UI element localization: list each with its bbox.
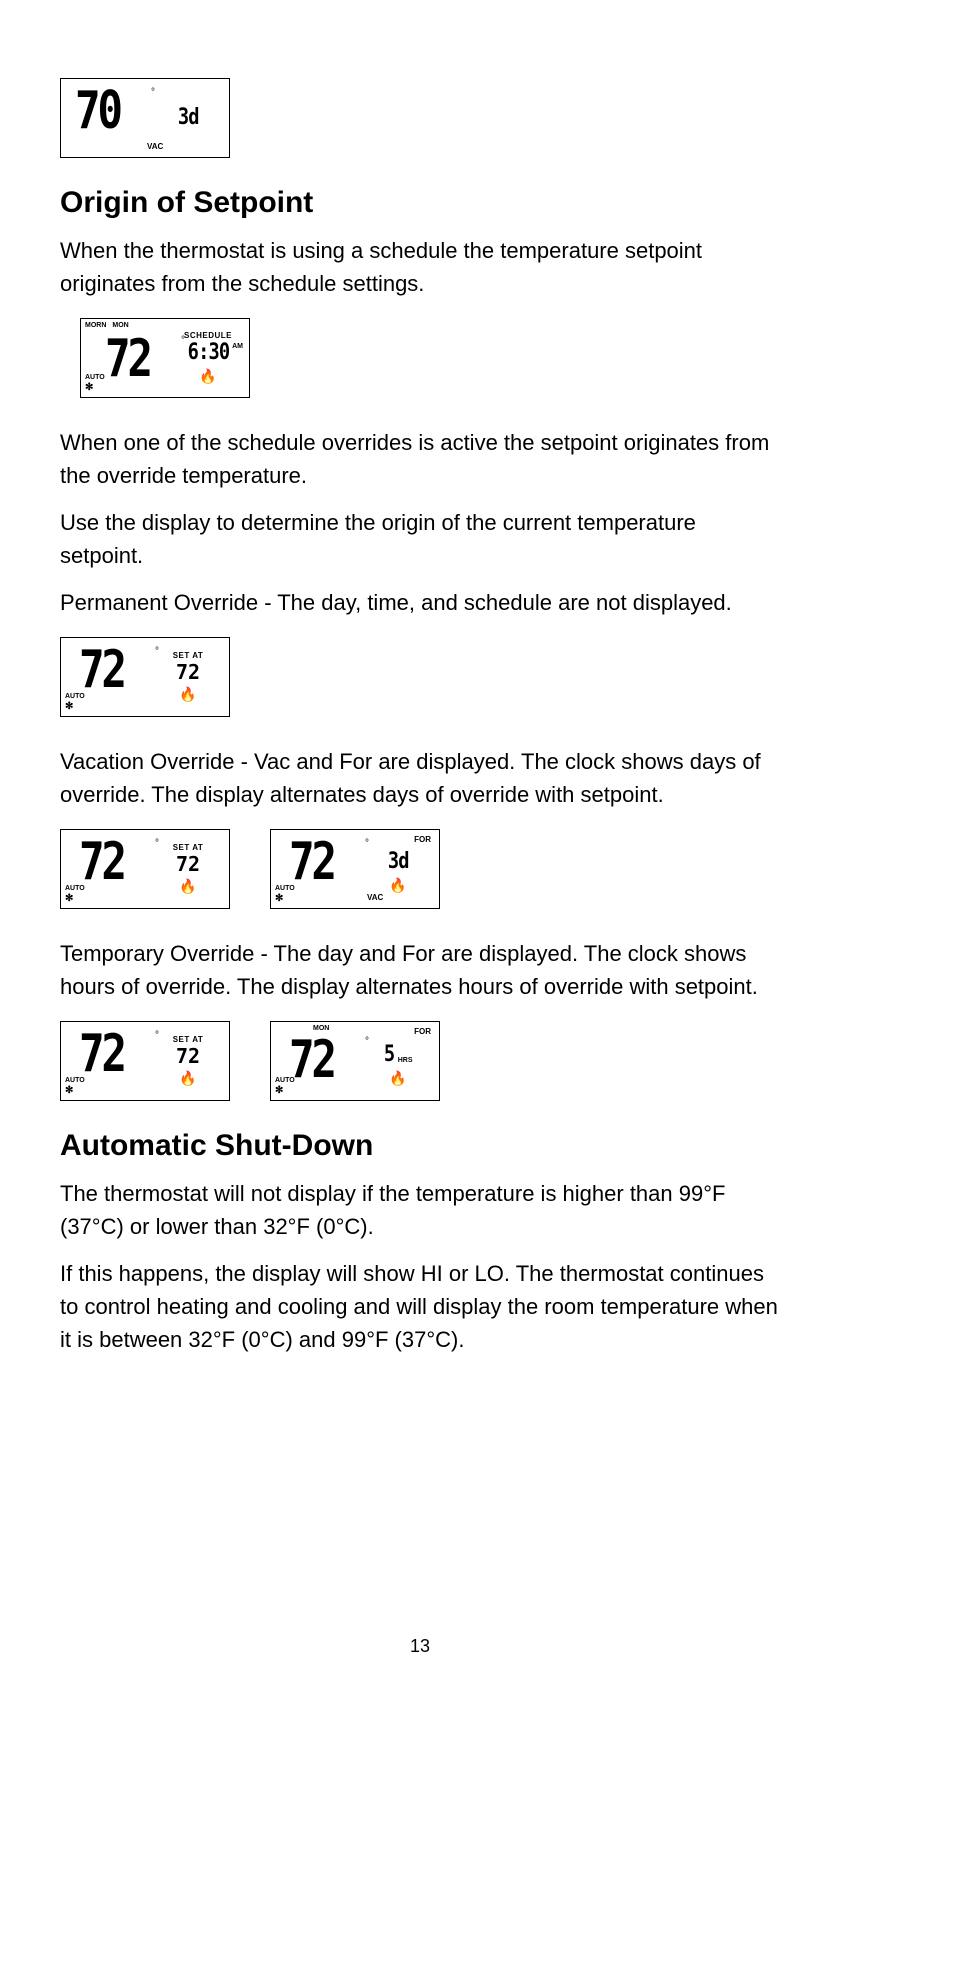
para-origin-1: When the thermostat is using a schedule … [60,234,780,300]
flame-icon: 🔥 [179,1070,196,1087]
para-shutdown-2: If this happens, the display will show H… [60,1257,780,1356]
auto-label: AUTO [65,885,85,892]
auto-label: AUTO [275,1077,295,1084]
auto-label: AUTO [65,693,85,700]
lcd-temp: 72 [289,1034,334,1086]
lcd-row-temporary: 72 ° SET AT 72 🔥 AUTO ✻ MON 72 ° FOR 5 [60,1021,780,1101]
para-vacation: Vacation Override - Vac and For are disp… [60,745,780,811]
lcd-row-vacation: 72 ° SET AT 72 🔥 AUTO ✻ 72 ° FOR VAC 3d … [60,829,780,909]
lcd-setpoint: 72 [176,662,200,682]
fan-icon: ✻ [275,1085,283,1096]
fan-icon: ✻ [65,1085,73,1096]
lcd-bot-left: AUTO ✻ [275,885,295,904]
lcd-vacation-a: 72 ° SET AT 72 🔥 AUTO ✻ [60,829,230,909]
para-origin-2: When one of the schedule overrides is ac… [60,426,780,492]
fan-icon: ✻ [275,893,283,904]
lcd-time: 6:30 [187,342,229,364]
fan-icon: ✻ [85,382,93,393]
lcd-bot-left: AUTO ✻ [65,885,85,904]
lcd-temp: 70 [75,85,120,137]
auto-label: AUTO [65,1077,85,1084]
para-shutdown-1: The thermostat will not display if the t… [60,1177,780,1243]
lcd-right: 3d 🔥 [365,836,431,902]
flame-icon: 🔥 [389,877,406,894]
lcd-top-left: MORN MON [85,322,129,329]
lcd-setpoint: 72 [176,1046,200,1066]
lcd-temp: 72 [79,1028,124,1080]
lcd-temp: 72 [289,836,334,888]
lcd-temp: 72 [79,644,124,696]
lcd-vac-top: 70 ° VAC 3d [60,78,230,158]
lcd-bot-left: AUTO ✻ [65,693,85,712]
lcd-bot-left: AUTO ✻ [65,1077,85,1096]
lcd-right: SCHEDULE 6:30 🔥 [175,325,241,391]
para-temporary: Temporary Override - The day and For are… [60,937,780,1003]
am-label: AM [232,343,243,350]
lcd-right: 3d [155,85,221,151]
fan-icon: ✻ [65,893,73,904]
auto-label: AUTO [275,885,295,892]
flame-icon: 🔥 [199,368,216,385]
lcd-row-perm: 72 ° SET AT 72 🔥 AUTO ✻ [60,637,780,717]
flame-icon: 🔥 [389,1070,406,1087]
lcd-bot-left: AUTO ✻ [85,374,105,393]
lcd-row-vac-top: 70 ° VAC 3d [60,78,780,158]
setat-label: SET AT [173,651,204,660]
flame-icon: 🔥 [179,686,196,703]
lcd-temp: 72 [79,836,124,888]
lcd-temporary-a: 72 ° SET AT 72 🔥 AUTO ✻ [60,1021,230,1101]
lcd-setpoint: 72 [176,854,200,874]
para-origin-3: Use the display to determine the origin … [60,506,780,572]
lcd-temporary-b: MON 72 ° FOR 5 HRS 🔥 AUTO ✻ [270,1021,440,1101]
lcd-right: 5 HRS 🔥 [365,1028,431,1094]
lcd-hours: 5 [384,1044,394,1066]
flame-icon: 🔥 [179,878,196,895]
lcd-right: SET AT 72 🔥 [155,644,221,710]
lcd-schedule: MORN MON 72 ° SCHEDULE 6:30 🔥 AM AUTO ✻ [80,318,250,398]
mon-label: MON [112,322,128,329]
lcd-row-schedule: MORN MON 72 ° SCHEDULE 6:30 🔥 AM AUTO ✻ [80,318,780,398]
morn-label: MORN [85,322,106,329]
para-origin-4: Permanent Override - The day, time, and … [60,586,780,619]
lcd-right: SET AT 72 🔥 [155,836,221,902]
setat-label: SET AT [173,1035,204,1044]
fan-icon: ✻ [65,701,73,712]
heading-origin: Origin of Setpoint [60,186,780,220]
lcd-right-value: 3d [178,107,199,129]
hrs-label: HRS [398,1057,413,1064]
lcd-right: SET AT 72 🔥 [155,1028,221,1094]
lcd-bot-left: AUTO ✻ [275,1077,295,1096]
lcd-vacation-b: 72 ° FOR VAC 3d 🔥 AUTO ✻ [270,829,440,909]
lcd-days: 3d [388,851,409,873]
setat-label: SET AT [173,843,204,852]
auto-label: AUTO [85,374,105,381]
heading-shutdown: Automatic Shut-Down [60,1129,780,1163]
page-number: 13 [60,1636,780,1657]
lcd-temp: 72 [105,333,150,385]
page-content: 70 ° VAC 3d Origin of Setpoint When the … [60,78,780,1657]
schedule-label: SCHEDULE [184,331,232,340]
lcd-permanent: 72 ° SET AT 72 🔥 AUTO ✻ [60,637,230,717]
